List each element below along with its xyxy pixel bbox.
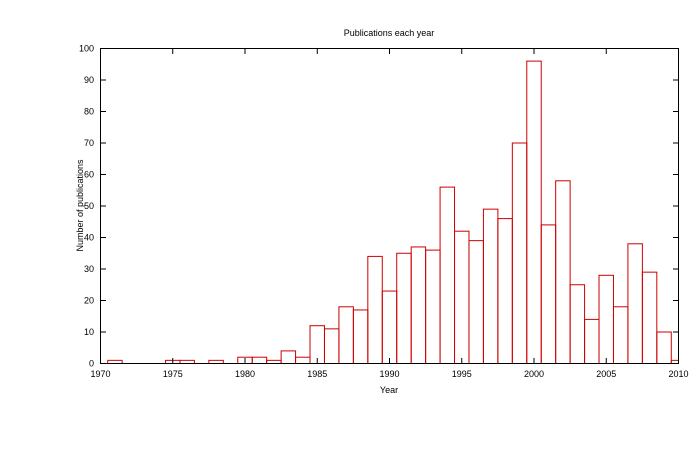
bar-1983 xyxy=(280,350,297,364)
bar-2005 xyxy=(598,274,614,364)
y-axis-title: Number of publications xyxy=(75,159,85,252)
axes-group xyxy=(100,48,679,364)
x-axis-title: Year xyxy=(380,385,398,395)
x-tick-label-2005: 2005 xyxy=(596,369,616,379)
bar-1989 xyxy=(367,255,383,364)
bar-1990 xyxy=(381,290,398,364)
bar-2008 xyxy=(641,271,658,364)
y-tick-label-90: 90 xyxy=(84,75,94,85)
y-tick-label-60: 60 xyxy=(84,170,94,180)
bar-1998 xyxy=(497,218,513,364)
y-tick-label-40: 40 xyxy=(84,233,94,243)
bar-1985 xyxy=(309,325,325,365)
x-tick-label-1995: 1995 xyxy=(452,369,472,379)
x-tick-label-1990: 1990 xyxy=(379,369,399,379)
bar-1988 xyxy=(352,309,369,365)
y-tick-label-70: 70 xyxy=(84,138,94,148)
y-tick-label-80: 80 xyxy=(84,107,94,117)
y-tick-label-10: 10 xyxy=(84,327,94,337)
y-tick-label-100: 100 xyxy=(79,44,94,54)
bar-2000 xyxy=(526,60,542,364)
bar-2003 xyxy=(569,284,586,364)
bar-1981 xyxy=(251,356,268,365)
chart-title: Publications each year xyxy=(344,28,435,38)
y-tick-label-0: 0 xyxy=(89,359,94,369)
x-tick-label-1985: 1985 xyxy=(307,369,327,379)
bar-1993 xyxy=(425,249,441,365)
bar-1987 xyxy=(338,306,354,364)
x-tick-label-1980: 1980 xyxy=(235,369,255,379)
bars-group xyxy=(107,60,680,365)
bar-1994 xyxy=(439,186,456,364)
bar-1995 xyxy=(454,230,470,364)
x-tick-label-2000: 2000 xyxy=(524,369,544,379)
bar-1997 xyxy=(482,208,499,364)
bar-2004 xyxy=(584,318,600,364)
bar-2007 xyxy=(627,243,643,364)
bar-2009 xyxy=(656,331,672,364)
y-tick-label-30: 30 xyxy=(84,264,94,274)
y-tick-label-50: 50 xyxy=(84,201,94,211)
y-axis-ticks: 0 10 20 30 40 50 60 70 80 90 100 xyxy=(79,44,679,369)
x-tick-label-1970: 1970 xyxy=(90,369,110,379)
x-axis-ticks: 1970 1975 1980 1985 1990 1995 2000 2005 2010 xyxy=(90,48,689,379)
y-tick-label-20: 20 xyxy=(84,296,94,306)
bar-1999 xyxy=(511,142,528,364)
bar-2001 xyxy=(540,224,557,364)
bar-2002 xyxy=(555,180,571,364)
bar-1996 xyxy=(468,240,484,364)
plot-frame xyxy=(100,48,679,364)
x-tick-label-1975: 1975 xyxy=(163,369,183,379)
bar-1991 xyxy=(396,252,412,364)
bar-1992 xyxy=(410,246,427,364)
bar-1984 xyxy=(295,356,311,365)
bar-1986 xyxy=(323,328,340,365)
bar-2006 xyxy=(612,306,629,364)
x-tick-label-2010: 2010 xyxy=(668,369,688,379)
